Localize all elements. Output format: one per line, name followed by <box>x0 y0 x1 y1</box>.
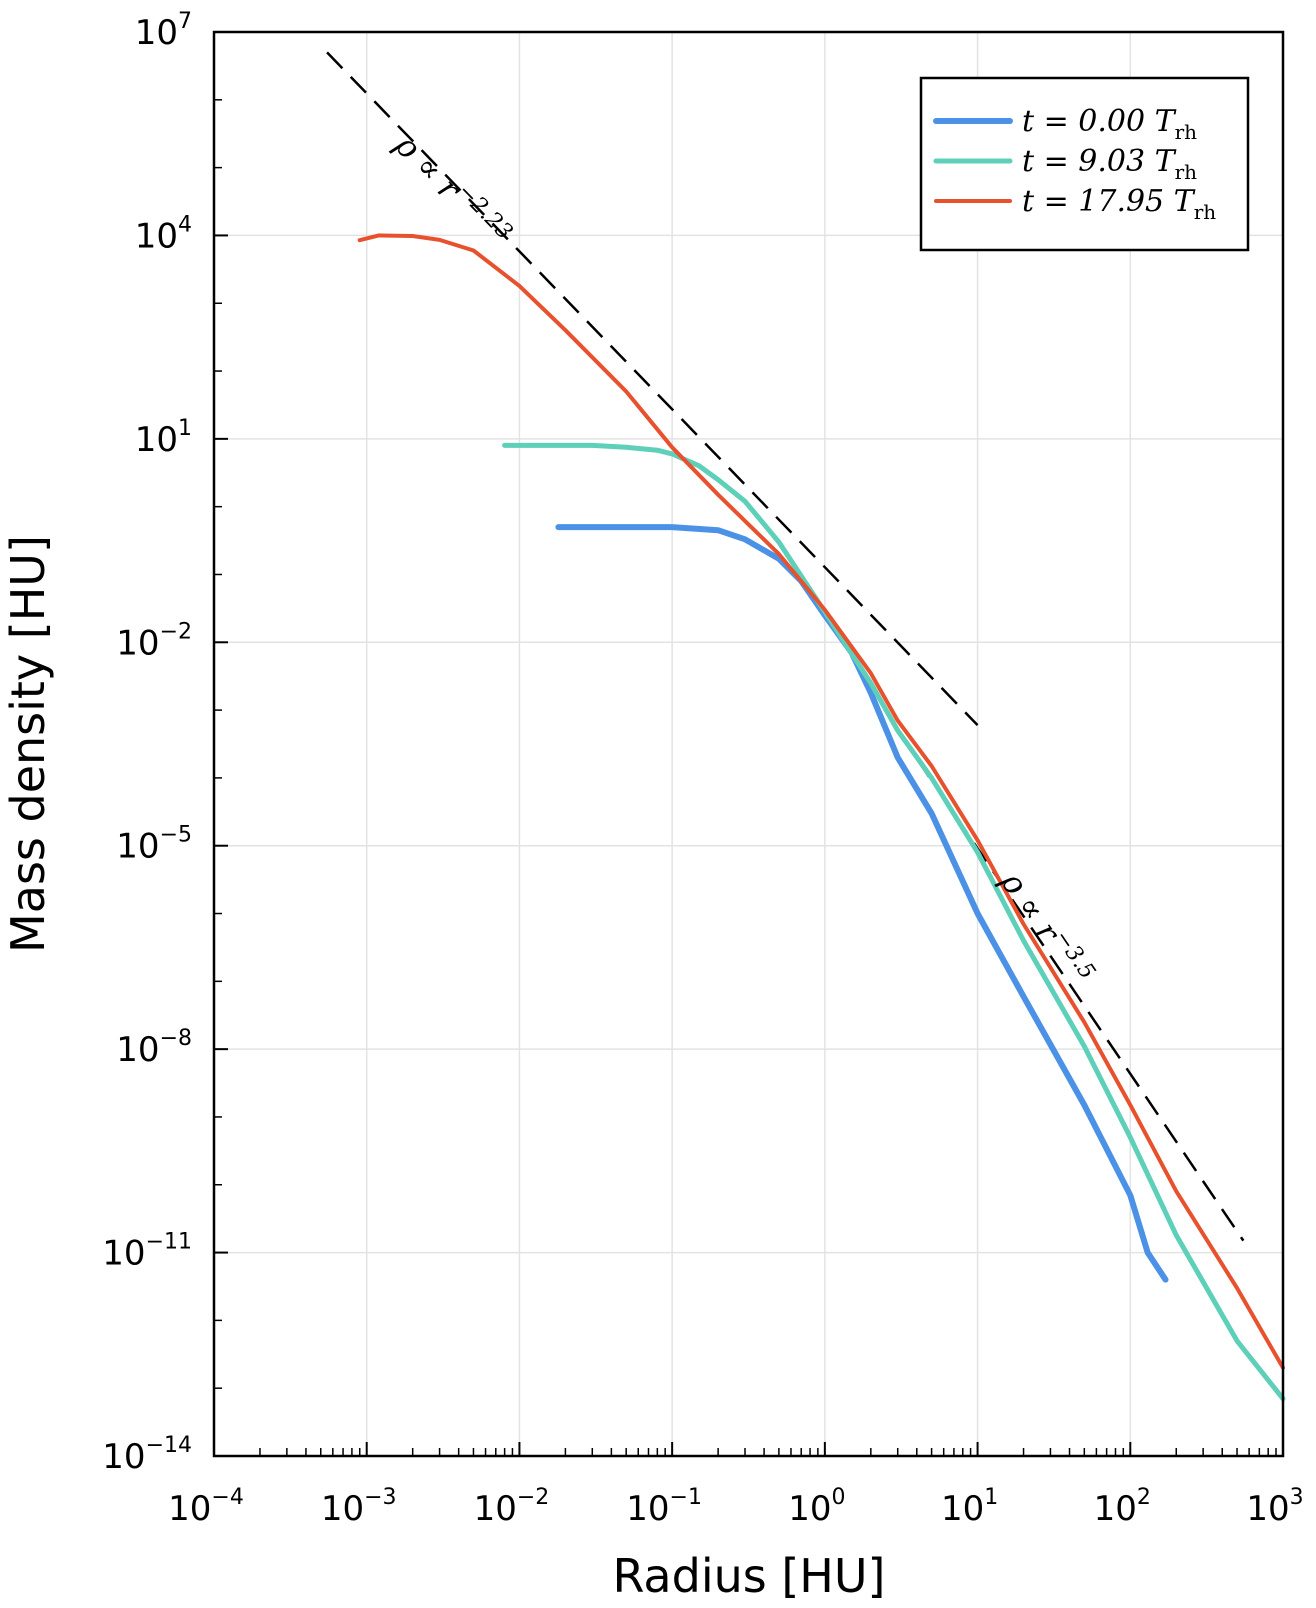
x-tick-label: 10−4 <box>168 1485 244 1529</box>
minor-ticks <box>214 99 1277 1456</box>
x-tick-label: 101 <box>941 1485 998 1529</box>
y-tick-label: 10−5 <box>116 823 192 867</box>
y-axis-title: Mass density [HU] <box>1 535 55 953</box>
x-axis-title: Radius [HU] <box>612 1549 885 1603</box>
legend-label: t = 17.95 Trh <box>1022 184 1216 224</box>
y-tick-label: 10−2 <box>116 619 192 663</box>
x-axis-ticks: 10−4 10−3 10−2 10−1 100 101 102 103 <box>168 1442 1304 1529</box>
series-line <box>357 233 1285 1370</box>
reference-line <box>326 51 979 727</box>
y-tick-label: 107 <box>135 9 192 53</box>
x-tick-label: 10−3 <box>321 1485 397 1529</box>
x-tick-label: 102 <box>1094 1485 1151 1529</box>
x-tick-label: 10−1 <box>626 1485 702 1529</box>
y-tick-label: 101 <box>135 416 192 460</box>
legend-label: t = 0.00 Trh <box>1022 104 1197 144</box>
y-tick-label: 10−14 <box>102 1433 192 1477</box>
y-tick-label: 10−8 <box>116 1026 192 1070</box>
x-tick-label: 103 <box>1246 1485 1303 1529</box>
series <box>357 233 1286 1402</box>
legend-label: t = 9.03 Trh <box>1022 144 1197 184</box>
y-tick-label: 10−11 <box>102 1230 192 1274</box>
x-tick-label: 100 <box>788 1485 845 1529</box>
y-tick-label: 104 <box>135 212 192 256</box>
plot-frame <box>212 30 1285 1458</box>
y-axis-ticks: 10−14 10−11 10−8 10−5 10−2 101 104 107 <box>102 9 228 1477</box>
x-tick-label: 10−2 <box>474 1485 550 1529</box>
legend-box <box>919 76 1250 252</box>
